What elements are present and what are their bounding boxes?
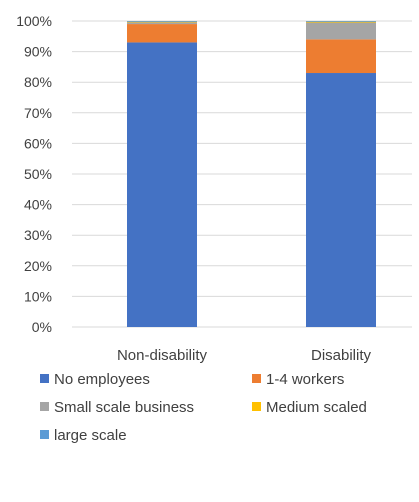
y-tick-label: 50% xyxy=(24,166,52,182)
bar-segment xyxy=(306,22,376,40)
legend: No employees 1-4 workers Small scale busin… xyxy=(40,371,367,444)
legend-swatch xyxy=(40,430,49,439)
bar-segment xyxy=(127,21,197,22)
bar-segment xyxy=(306,21,376,22)
y-tick-label: 20% xyxy=(24,258,52,274)
y-tick-label: 0% xyxy=(32,319,52,335)
category-labels: Non-disability Disability xyxy=(117,347,372,364)
y-tick-label: 40% xyxy=(24,197,52,213)
legend-label: Small scale business xyxy=(54,399,194,416)
legend-swatch xyxy=(40,374,49,383)
y-tick-label: 90% xyxy=(24,44,52,60)
y-tick-label: 80% xyxy=(24,74,52,90)
category-label: Non-disability xyxy=(117,347,208,364)
y-tick-label: 10% xyxy=(24,288,52,304)
legend-label: No employees xyxy=(54,371,150,388)
bar-segment xyxy=(306,39,376,74)
y-axis-ticks: 0% 10% 20% 30% 40% 50% 60% 70% 80% 90% 100% xyxy=(16,13,52,335)
bar-segment xyxy=(127,24,197,43)
legend-label: Medium scaled xyxy=(266,399,367,416)
bars xyxy=(127,21,376,328)
bar-segment xyxy=(306,73,376,328)
legend-swatch xyxy=(40,402,49,411)
legend-swatch xyxy=(252,402,261,411)
bar-segment xyxy=(127,42,197,328)
legend-label: 1-4 workers xyxy=(266,371,344,388)
y-tick-label: 100% xyxy=(16,13,52,29)
y-tick-label: 70% xyxy=(24,105,52,121)
legend-label: large scale xyxy=(54,427,127,444)
bar-segment xyxy=(127,21,197,23)
y-tick-label: 60% xyxy=(24,135,52,151)
legend-swatch xyxy=(252,374,261,383)
bar-segment xyxy=(127,22,197,25)
category-label: Disability xyxy=(311,347,372,364)
y-tick-label: 30% xyxy=(24,227,52,243)
bar-segment xyxy=(306,21,376,23)
